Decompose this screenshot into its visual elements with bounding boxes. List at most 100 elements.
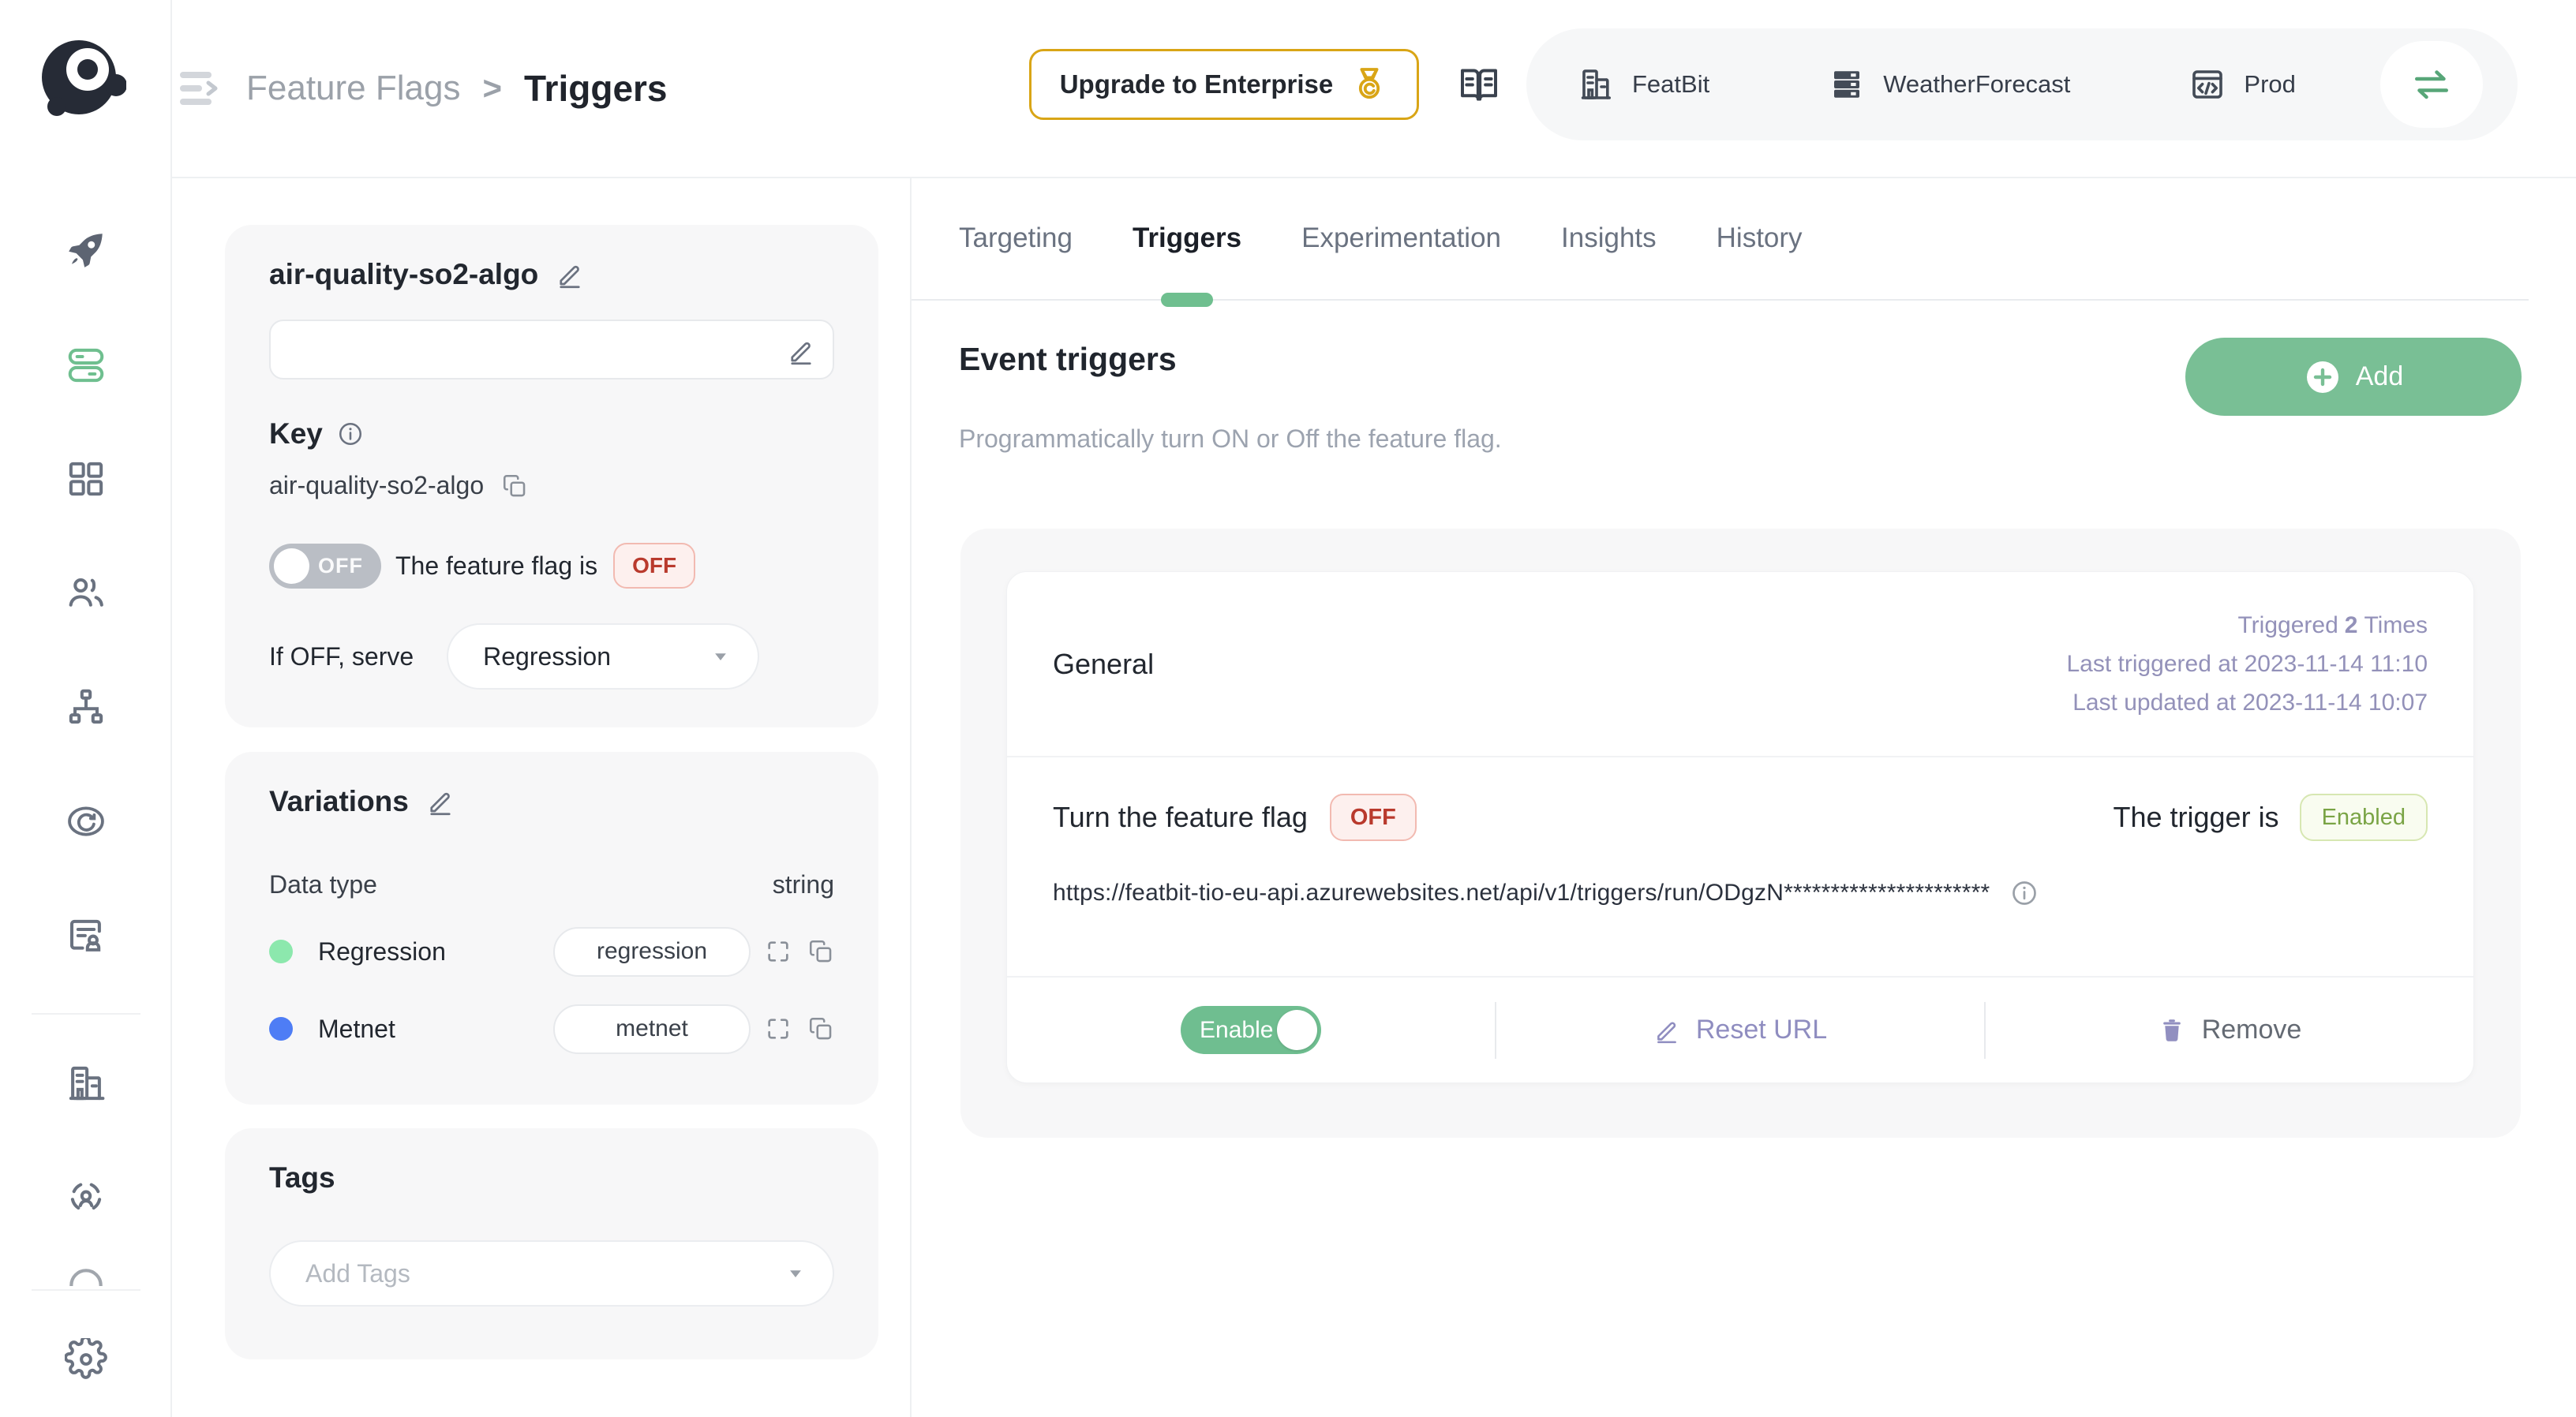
featbit-logo[interactable] — [38, 33, 127, 125]
environment-label: Prod — [2244, 70, 2296, 98]
edit-variations-icon[interactable] — [426, 787, 455, 816]
workspace-switcher: FeatBit WeatherForecast Prod — [1526, 28, 2518, 140]
expand-icon[interactable] — [765, 938, 792, 965]
expand-icon[interactable] — [765, 1015, 792, 1042]
audit-log-icon[interactable] — [64, 914, 108, 959]
flag-description-input[interactable] — [271, 321, 833, 378]
tab-triggers[interactable]: Triggers — [1133, 177, 1241, 299]
reset-url-pencil-icon — [1657, 1022, 1676, 1043]
triggered-count: 2 — [2344, 612, 2358, 638]
copy-variation-icon[interactable] — [807, 1015, 834, 1042]
footer-divider — [1984, 1001, 1986, 1059]
trigger-is-label: The trigger is — [2113, 801, 2279, 833]
variation-color-dot — [269, 1017, 293, 1041]
environment-selector[interactable]: Prod — [2188, 65, 2296, 103]
users-icon[interactable] — [64, 570, 108, 615]
key-label: Key — [269, 417, 323, 450]
caret-down-icon — [715, 653, 727, 660]
edit-description-icon[interactable] — [787, 337, 815, 365]
breadcrumb-current: Triggers — [524, 68, 668, 109]
breadcrumb: Feature Flags > Triggers — [178, 57, 668, 120]
medal-icon — [1359, 68, 1380, 99]
edit-name-icon[interactable] — [556, 260, 584, 289]
flag-summary-card: air-quality-so2-algo Key air-quality-so2… — [225, 225, 878, 727]
switch-environment-button[interactable] — [2380, 41, 2483, 128]
trigger-list-container: General Triggered 2 Times Last triggered a… — [960, 529, 2521, 1138]
remove-trigger-button[interactable]: Remove — [1986, 978, 2473, 1082]
variation-color-dot — [269, 940, 293, 963]
get-started-rocket-icon[interactable] — [64, 228, 108, 272]
project-selector[interactable]: FeatBit — [1577, 65, 1709, 103]
org-hierarchy-icon[interactable] — [64, 685, 108, 729]
toggle-knob — [1277, 1010, 1317, 1050]
triggered-prefix: Triggered — [2237, 612, 2338, 638]
trigger-card: General Triggered 2 Times Last triggered a… — [1006, 571, 2474, 1083]
upgrade-label: Upgrade to Enterprise — [1059, 69, 1334, 99]
trigger-action-state-badge: OFF — [1329, 794, 1417, 841]
card-divider — [1007, 756, 2473, 757]
swap-arrows-icon — [2415, 70, 2448, 99]
data-type-label: Data type — [269, 870, 377, 899]
caret-down-icon — [790, 1270, 801, 1277]
dashboard-grid-icon[interactable] — [64, 457, 108, 501]
flag-status-badge: OFF — [613, 543, 696, 589]
sidebar-divider-bottom — [32, 1289, 140, 1291]
variations-title: Variations — [269, 785, 409, 817]
organization-icon[interactable] — [64, 1061, 108, 1105]
feature-flags-icon[interactable] — [64, 343, 108, 387]
key-info-icon[interactable] — [337, 421, 364, 447]
workspace-label: WeatherForecast — [1883, 70, 2071, 98]
sync-experiment-icon[interactable] — [64, 799, 108, 843]
variation-value-pill[interactable]: metnet — [553, 1004, 751, 1054]
breadcrumb-separator: > — [482, 69, 502, 107]
collapse-sidebar-icon[interactable] — [178, 69, 224, 108]
off-variation-value: Regression — [483, 641, 611, 671]
enable-trigger-cell: Enable — [1007, 978, 1495, 1082]
add-trigger-button[interactable]: Add — [2185, 338, 2522, 416]
last-triggered-at: Last triggered at 2023-11-14 11:10 — [2066, 651, 2428, 677]
last-updated-at: Last updated at 2023-11-14 10:07 — [2072, 690, 2428, 716]
column-divider — [910, 177, 912, 1417]
tab-insights[interactable]: Insights — [1561, 222, 1657, 253]
variation-row: Metnet metnet — [269, 1004, 834, 1054]
data-type-value: string — [772, 870, 834, 899]
sidebar-divider — [32, 1013, 140, 1015]
off-variation-dropdown[interactable]: Regression — [447, 623, 760, 690]
tab-history[interactable]: History — [1716, 222, 1803, 253]
variation-name: Regression — [318, 937, 446, 966]
flag-status-prefix: The feature flag is — [395, 551, 598, 580]
variation-row: Regression regression — [269, 926, 834, 977]
footer-divider — [1495, 1001, 1496, 1059]
workspace-server-icon — [1834, 71, 1860, 98]
tab-experimentation[interactable]: Experimentation — [1301, 222, 1502, 253]
tags-card: Tags Add Tags — [225, 1128, 878, 1359]
add-tags-dropdown[interactable]: Add Tags — [269, 1240, 834, 1307]
flag-enabled-toggle[interactable]: OFF — [269, 543, 381, 589]
variations-card: Variations Data type string Regression r… — [225, 752, 878, 1105]
flag-tabs: Targeting Triggers Experimentation Insig… — [912, 177, 2529, 301]
copy-variation-icon[interactable] — [807, 938, 834, 965]
trigger-name: General — [1053, 647, 1155, 680]
enable-trigger-toggle[interactable]: Enable — [1181, 1006, 1321, 1054]
reset-url-button[interactable]: Reset URL — [1496, 978, 1984, 1082]
header-divider — [172, 177, 2576, 178]
upgrade-to-enterprise-button[interactable]: Upgrade to Enterprise — [1029, 49, 1419, 120]
reset-url-label: Reset URL — [1695, 1015, 1828, 1045]
url-info-icon[interactable] — [2010, 879, 2039, 907]
add-tags-placeholder: Add Tags — [305, 1258, 410, 1288]
documentation-book-icon[interactable] — [1457, 62, 1501, 107]
event-triggers-title: Event triggers — [959, 341, 1177, 377]
variation-value-pill[interactable]: regression — [553, 926, 751, 977]
remove-label: Remove — [2201, 1015, 2302, 1045]
trigger-action-prefix: Turn the feature flag — [1053, 801, 1308, 833]
card-divider — [1007, 976, 2473, 978]
settings-gear-icon[interactable] — [64, 1337, 108, 1381]
insights-radar-icon[interactable] — [64, 1176, 108, 1220]
trigger-url[interactable]: https://featbit-tio-eu-api.azurewebsites… — [1053, 880, 1990, 906]
copy-key-icon[interactable] — [501, 473, 528, 499]
tab-targeting[interactable]: Targeting — [959, 222, 1073, 253]
breadcrumb-parent[interactable]: Feature Flags — [246, 69, 461, 107]
workspace-selector[interactable]: WeatherForecast — [1828, 65, 2070, 103]
partial-scrolled-icon — [64, 1259, 108, 1286]
toggle-state-label: OFF — [318, 553, 363, 578]
